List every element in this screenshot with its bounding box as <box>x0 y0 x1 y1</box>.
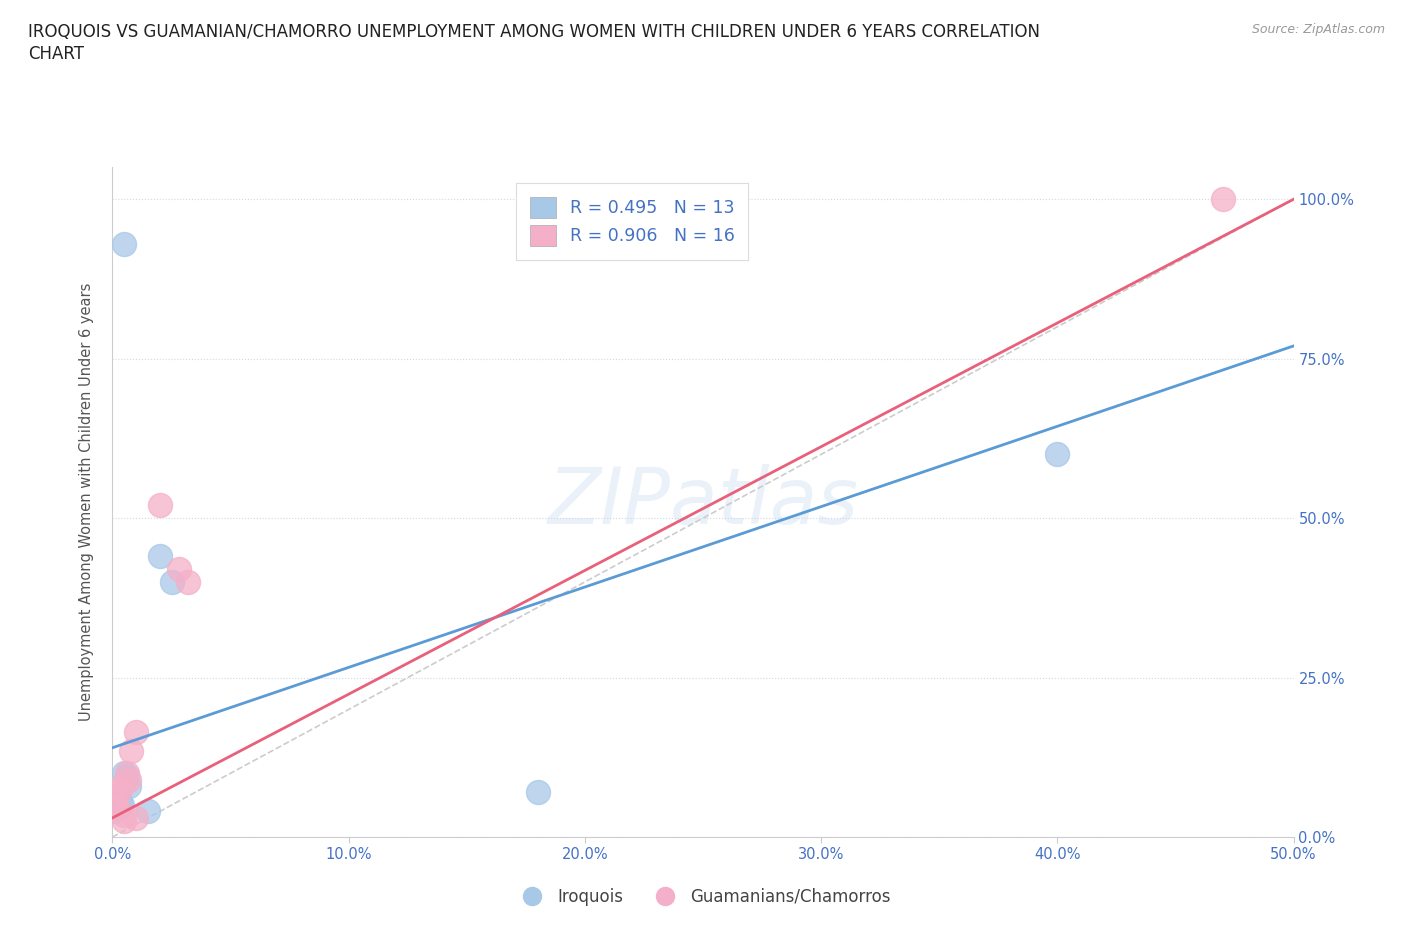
Point <box>118 772 141 787</box>
Point <box>105 788 128 803</box>
Point <box>136 804 159 819</box>
Y-axis label: Unemployment Among Women with Children Under 6 years: Unemployment Among Women with Children U… <box>79 283 94 722</box>
Text: CHART: CHART <box>28 45 84 62</box>
Legend: Iroquois, Guamanians/Chamorros: Iroquois, Guamanians/Chamorros <box>509 881 897 912</box>
Point <box>108 794 131 809</box>
Point <box>1046 447 1069 462</box>
Point <box>120 743 142 758</box>
Point <box>108 782 131 797</box>
Point <box>104 801 127 816</box>
Point <box>115 765 138 780</box>
Point <box>118 778 141 793</box>
Point <box>115 769 138 784</box>
Point <box>167 562 190 577</box>
Point <box>125 810 148 825</box>
Legend: R = 0.495   N = 13, R = 0.906   N = 16: R = 0.495 N = 13, R = 0.906 N = 16 <box>516 183 748 259</box>
Text: IROQUOIS VS GUAMANIAN/CHAMORRO UNEMPLOYMENT AMONG WOMEN WITH CHILDREN UNDER 6 YE: IROQUOIS VS GUAMANIAN/CHAMORRO UNEMPLOYM… <box>28 23 1040 41</box>
Point <box>526 785 548 800</box>
Point <box>1212 192 1234 206</box>
Point <box>112 776 135 790</box>
Point <box>125 724 148 739</box>
Point <box>112 765 135 780</box>
Point <box>104 794 127 809</box>
Point <box>149 498 172 512</box>
Point <box>112 814 135 829</box>
Point <box>149 549 172 564</box>
Point <box>104 804 127 819</box>
Point <box>105 788 128 803</box>
Point <box>160 575 183 590</box>
Text: ZIPatlas: ZIPatlas <box>547 464 859 540</box>
Point <box>112 807 135 822</box>
Point <box>177 575 200 590</box>
Point <box>111 798 134 813</box>
Point <box>112 236 135 251</box>
Text: Source: ZipAtlas.com: Source: ZipAtlas.com <box>1251 23 1385 36</box>
